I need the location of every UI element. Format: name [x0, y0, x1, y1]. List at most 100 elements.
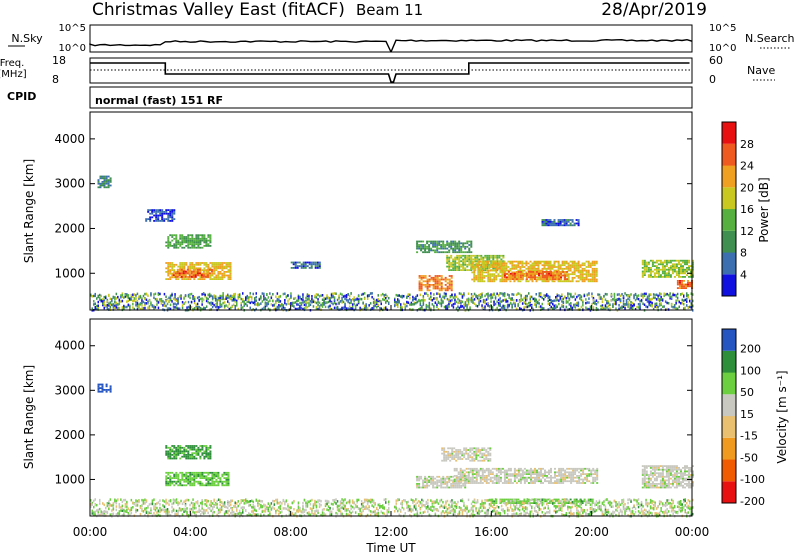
data-cell: [654, 296, 656, 300]
data-cell: [338, 296, 340, 299]
data-cell: [171, 457, 174, 460]
data-cell: [579, 269, 582, 272]
data-cell: [664, 300, 667, 303]
data-cell: [227, 271, 230, 273]
data-cell: [318, 307, 321, 310]
data-cell: [467, 480, 470, 483]
data-cell: [195, 477, 198, 479]
data-cell: [121, 293, 124, 297]
data-cell: [594, 471, 597, 474]
data-cell: [191, 448, 194, 451]
data-cell: [659, 259, 662, 262]
data-cell: [219, 267, 222, 270]
data-cell: [572, 476, 575, 479]
data-cell: [493, 475, 496, 477]
data-cell: [145, 298, 148, 301]
data-cell: [430, 249, 433, 252]
data-cell: [195, 237, 198, 240]
data-cell: [591, 273, 594, 276]
data-cell: [223, 271, 226, 273]
data-cell: [436, 278, 439, 281]
data-cell: [475, 264, 478, 267]
data-cell: [568, 476, 571, 479]
data-cell: [348, 301, 351, 305]
data-cell: [420, 240, 423, 243]
data-cell: [144, 303, 146, 307]
data-cell: [554, 278, 556, 280]
data-cell: [542, 473, 544, 475]
data-cell: [201, 308, 203, 311]
data-cell: [534, 274, 536, 277]
data-cell: [193, 239, 196, 242]
data-cell: [217, 480, 220, 483]
data-cell: [466, 263, 469, 266]
data-cell: [591, 302, 593, 306]
data-cell: [513, 266, 516, 268]
data-cell: [580, 469, 583, 472]
data-cell: [468, 251, 471, 254]
data-cell: [469, 480, 472, 483]
data-cell: [426, 282, 429, 284]
data-cell: [455, 449, 458, 451]
data-cell: [189, 239, 192, 242]
data-cell: [189, 293, 191, 296]
data-cell: [520, 298, 522, 302]
data-cell: [368, 294, 370, 297]
data-cell: [215, 262, 218, 264]
data-cell: [475, 278, 478, 281]
data-cell: [462, 262, 465, 264]
data-cell: [621, 306, 623, 309]
data-cell: [105, 390, 108, 393]
data-cell: [513, 475, 516, 477]
data-cell: [225, 297, 227, 300]
data-cell: [513, 467, 516, 470]
data-cell: [449, 454, 452, 457]
data-cell: [521, 469, 524, 472]
data-cell: [223, 473, 226, 476]
data-cell: [470, 242, 473, 245]
data-cell: [517, 274, 520, 277]
data-cell: [401, 306, 403, 309]
data-cell: [165, 450, 168, 453]
data-cell: [461, 473, 464, 475]
data-cell: [479, 293, 482, 296]
data-cell: [582, 480, 585, 483]
data-cell: [413, 297, 416, 300]
data-cell: [619, 306, 622, 310]
data-cell: [342, 306, 345, 309]
data-cell: [180, 297, 182, 300]
data-cell: [409, 293, 411, 297]
data-cell: [549, 224, 552, 227]
data-cell: [221, 480, 224, 483]
data-cell: [124, 293, 127, 296]
data-cell: [189, 446, 192, 449]
data-cell: [179, 480, 182, 483]
data-cell: [442, 251, 445, 254]
data-cell: [430, 278, 433, 281]
data-cell: [592, 476, 595, 479]
data-cell: [505, 280, 508, 283]
data-cell: [684, 308, 686, 311]
data-cell: [452, 247, 455, 250]
data-cell: [596, 478, 599, 481]
data-cell: [663, 270, 666, 273]
data-cell: [470, 251, 473, 254]
data-cell: [183, 473, 186, 476]
data-cell: [191, 479, 194, 481]
data-cell: [196, 270, 199, 273]
data-cell: [685, 287, 687, 289]
data-cell: [451, 298, 453, 302]
data-cell: [534, 272, 536, 275]
data-cell: [264, 298, 267, 301]
data-cell: [538, 292, 540, 295]
data-cell: [468, 258, 471, 261]
data-cell: [552, 476, 554, 479]
data-cell: [242, 292, 244, 295]
data-cell: [486, 267, 489, 270]
data-cell: [502, 306, 504, 309]
data-cell: [173, 480, 176, 483]
data-cell: [621, 293, 623, 296]
data-cell: [317, 293, 319, 297]
data-cell: [556, 305, 558, 308]
data-cell: [452, 262, 455, 264]
